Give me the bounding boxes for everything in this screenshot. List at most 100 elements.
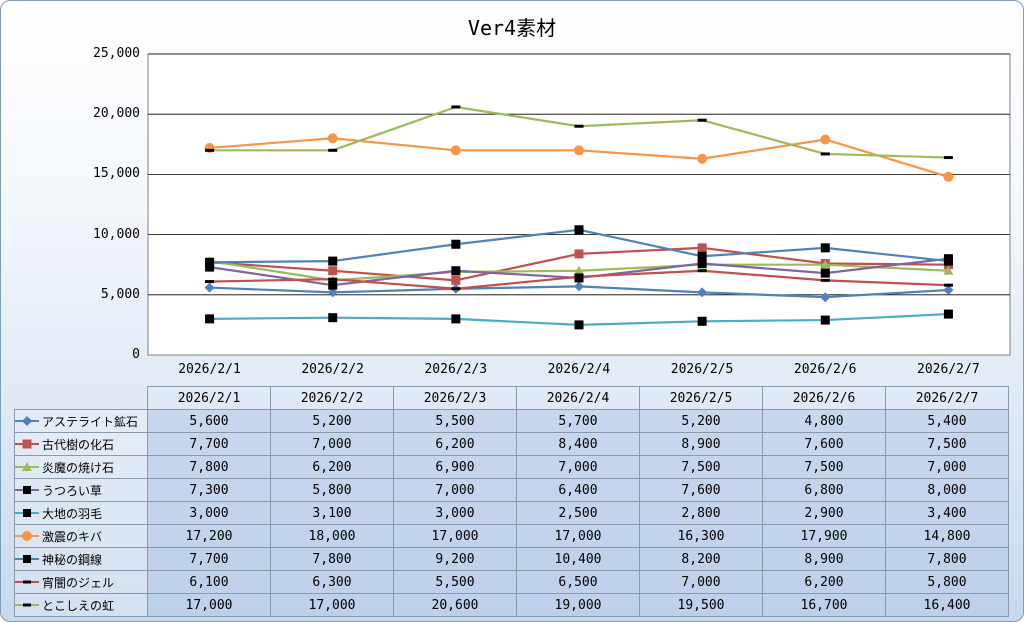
data-point — [205, 148, 215, 152]
data-point — [697, 287, 708, 298]
data-point — [820, 259, 831, 269]
data-point — [450, 145, 461, 156]
data-point — [205, 314, 215, 324]
y-tick-label: 25,000 — [93, 46, 140, 61]
series-label-cell: 激震のキバ — [14, 524, 148, 548]
legend-key-icon — [15, 530, 39, 542]
data-point — [574, 145, 584, 156]
table-cell: 2,800 — [639, 501, 763, 525]
table-row: 炎魔の焼け石 7,800 6,200 6,900 7,000 7,500 7,500 7,00… — [14, 455, 1009, 479]
data-point — [205, 262, 215, 272]
legend-key-icon — [15, 576, 39, 588]
data-point — [574, 249, 584, 259]
data-point — [574, 320, 584, 330]
table-cell: 6,900 — [393, 455, 517, 479]
table-cell: 7,800 — [270, 547, 394, 571]
plot-area — [147, 53, 1011, 356]
y-tick-label: 5,000 — [100, 286, 140, 302]
data-point — [451, 275, 461, 285]
table-cell: 10,400 — [516, 547, 640, 571]
series-name: 激震のキバ — [42, 529, 103, 544]
table-cell: 16,700 — [762, 593, 886, 617]
data-point — [327, 133, 338, 144]
data-point — [820, 278, 830, 282]
y-tick-label: 0 — [132, 347, 140, 362]
series-name: アステライト鉱石 — [42, 414, 139, 429]
data-point — [205, 280, 215, 284]
x-tick-label: 2026/2/2 — [301, 362, 364, 377]
table-cell: 3,400 — [885, 501, 1009, 525]
table-cell: 19,500 — [639, 593, 763, 617]
table-cell: 6,400 — [516, 478, 640, 502]
table-cell: 2,500 — [516, 501, 640, 525]
chart-title: Ver4素材 — [467, 16, 557, 40]
data-point — [451, 105, 461, 109]
table-cell: 4,800 — [762, 409, 886, 433]
data-point — [574, 281, 584, 292]
data-point — [205, 257, 215, 267]
table-column-header: 2026/2/3 — [393, 386, 517, 410]
data-point — [820, 134, 831, 145]
table-cell: 18,000 — [270, 524, 394, 548]
data-point — [697, 251, 707, 261]
series-name: 炎魔の焼け石 — [42, 460, 115, 475]
table-cell: 7,000 — [270, 432, 394, 456]
series-label-cell: 炎魔の焼け石 — [14, 455, 148, 479]
table-cell: 6,800 — [762, 478, 886, 502]
data-point — [697, 118, 707, 122]
table-cell: 7,000 — [516, 455, 640, 479]
table-cell: 6,200 — [270, 455, 394, 479]
table-cell: 6,300 — [270, 570, 394, 594]
table-cell: 5,800 — [270, 478, 394, 502]
data-point — [697, 153, 708, 164]
table-header-row: 2026/2/1 2026/2/2 2026/2/3 2026/2/4 2026/2/5… — [15, 386, 1009, 410]
table-cell: 7,500 — [885, 432, 1009, 456]
data-point — [451, 239, 461, 249]
series-name: とこしえの虹 — [42, 598, 115, 613]
data-point — [574, 124, 584, 128]
table-row: とこしえの虹 17,000 17,000 20,600 19,000 19,500 16,7… — [14, 593, 1009, 617]
table-cell: 5,400 — [885, 409, 1009, 433]
table-row: 古代樹の化石 7,700 7,000 6,200 8,400 8,900 7,600 7,50… — [14, 432, 1009, 456]
x-tick-label: 2026/2/1 — [178, 362, 241, 377]
table-column-header: 2026/2/1 — [147, 386, 271, 410]
table-cell: 17,000 — [393, 524, 517, 548]
table-corner — [15, 387, 148, 410]
data-point — [943, 309, 953, 319]
data-point — [943, 265, 954, 275]
table-cell: 8,400 — [516, 432, 640, 456]
table-cell: 17,900 — [762, 524, 886, 548]
data-point — [327, 287, 338, 298]
data-point — [697, 243, 707, 253]
table-cell: 6,200 — [762, 570, 886, 594]
data-point — [328, 280, 338, 290]
x-tick-label: 2026/2/6 — [793, 362, 857, 377]
series-name: 宵闇のジェル — [42, 575, 115, 590]
y-tick-label: 20,000 — [93, 106, 140, 122]
table-cell: 7,700 — [147, 547, 271, 571]
data-point — [697, 269, 707, 273]
table-cell: 6,200 — [393, 432, 517, 456]
table-row: 神秘の鋼線 7,700 7,800 9,200 10,400 8,200 8,900 7,80… — [14, 547, 1009, 571]
legend-key-icon — [15, 415, 39, 427]
table-cell: 16,300 — [639, 524, 763, 548]
legend-key-icon — [15, 553, 39, 565]
series-label-cell: アステライト鉱石 — [14, 409, 148, 433]
data-table: 2026/2/1 2026/2/2 2026/2/3 2026/2/4 2026/2/5… — [14, 386, 1009, 617]
data-point — [820, 152, 830, 156]
x-tick-label: 2026/2/3 — [424, 362, 488, 377]
table-cell: 8,900 — [762, 547, 886, 571]
table-cell: 5,700 — [516, 409, 640, 433]
y-tick-label: 10,000 — [93, 226, 140, 242]
table-cell: 17,000 — [270, 593, 394, 617]
table-row: アステライト鉱石 5,600 5,200 5,500 5,700 5,200 4,800 5,… — [14, 409, 1009, 433]
table-cell: 17,000 — [516, 524, 640, 548]
x-tick-label: 2026/2/7 — [917, 362, 980, 377]
series-label-cell: 大地の羽毛 — [14, 501, 148, 525]
table-cell: 7,000 — [885, 455, 1009, 479]
table-cell: 5,800 — [885, 570, 1009, 594]
table-cell: 7,300 — [147, 478, 271, 502]
y-tick-label: 15,000 — [93, 166, 140, 182]
table-cell: 8,900 — [639, 432, 763, 456]
table-cell: 7,600 — [639, 478, 763, 502]
